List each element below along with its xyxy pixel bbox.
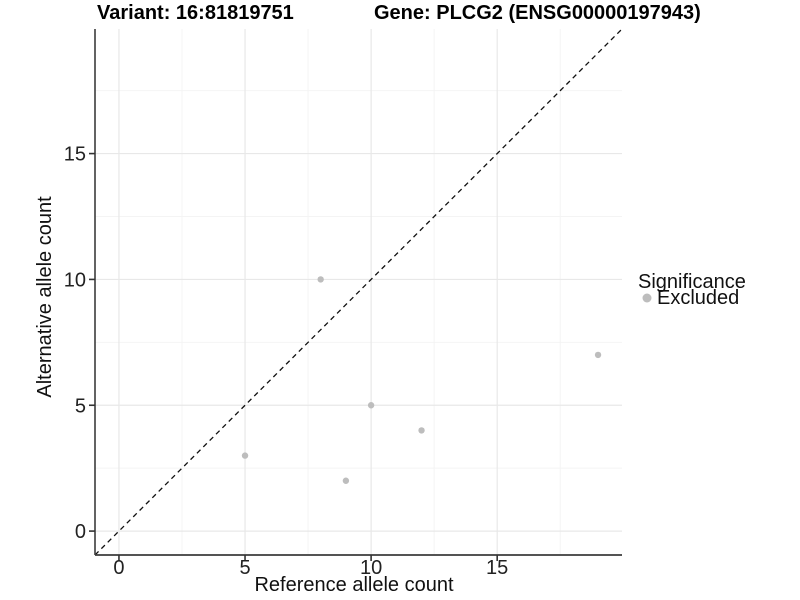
x-tick-label: 10	[360, 557, 382, 579]
y-tick-label: 15	[64, 144, 86, 166]
data-point	[594, 351, 602, 359]
x-tick-label: 5	[239, 557, 250, 579]
data-point	[317, 276, 324, 283]
legend-title: Significance	[638, 271, 746, 293]
x-tick-label: 0	[113, 557, 124, 579]
gene-title: Gene: PLCG2 (ENSG00000197943)	[374, 2, 701, 24]
data-point	[241, 452, 249, 459]
data-point	[342, 477, 350, 484]
data-points-layer	[241, 276, 602, 484]
identity-line	[94, 28, 623, 556]
x-tick-label: 15	[486, 557, 508, 579]
minor-gridlines	[95, 29, 622, 555]
legend: Significance Excluded	[638, 271, 746, 309]
x-axis-label: Reference allele count	[254, 574, 453, 596]
tick-labels-layer: 0 5 10 15 0 5 10 15	[64, 144, 509, 579]
y-tick-label: 10	[64, 269, 86, 291]
y-axis-label: Alternative allele count	[34, 196, 56, 398]
variant-title: Variant: 16:81819751	[97, 2, 294, 24]
y-tick-label: 5	[75, 395, 86, 417]
data-point	[418, 427, 425, 434]
legend-item-excluded: Excluded	[657, 287, 739, 309]
legend-point-marker-icon	[642, 293, 652, 303]
data-point	[367, 402, 375, 409]
y-tick-label: 0	[75, 521, 86, 543]
major-gridlines	[95, 29, 622, 555]
identity-reference-line	[94, 28, 623, 556]
axes-layer	[89, 29, 622, 561]
